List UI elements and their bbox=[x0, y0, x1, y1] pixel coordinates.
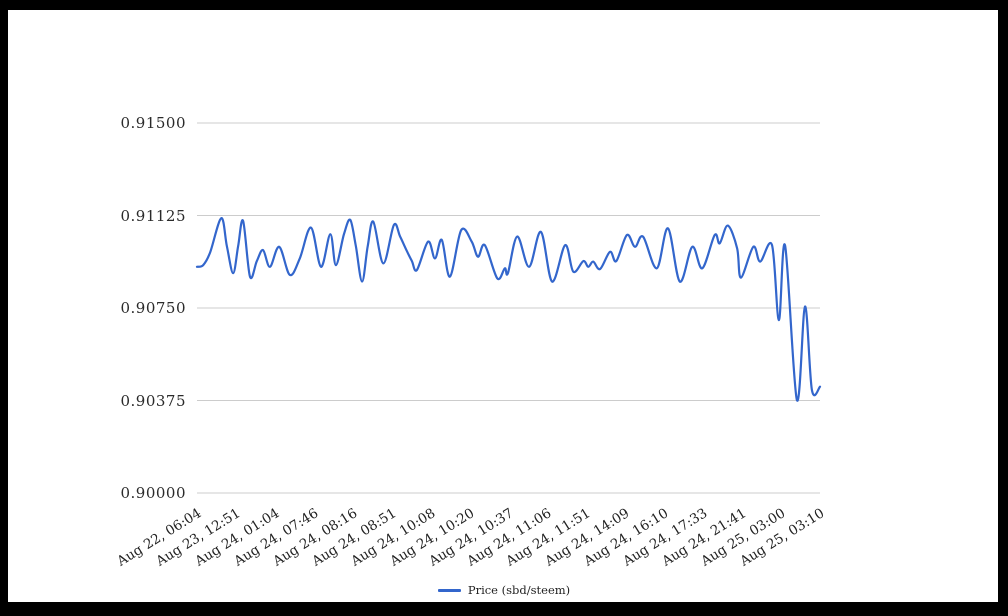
legend-label: Price (sbd/steem) bbox=[467, 583, 571, 597]
price-line-series[interactable] bbox=[195, 217, 822, 402]
legend-line-swatch bbox=[437, 588, 461, 592]
chart-canvas bbox=[8, 10, 998, 602]
y-axis-tick-label: 0.90750 bbox=[120, 299, 186, 317]
y-axis-tick-label: 0.90375 bbox=[120, 391, 186, 410]
y-axis-tick-label: 0.90000 bbox=[120, 484, 186, 502]
chart-legend: Price (sbd/steem) bbox=[0, 581, 1008, 599]
y-axis-tick-label: 0.91500 bbox=[120, 114, 186, 132]
gridlines bbox=[197, 122, 820, 494]
y-axis-tick-label: 0.91125 bbox=[120, 206, 186, 225]
